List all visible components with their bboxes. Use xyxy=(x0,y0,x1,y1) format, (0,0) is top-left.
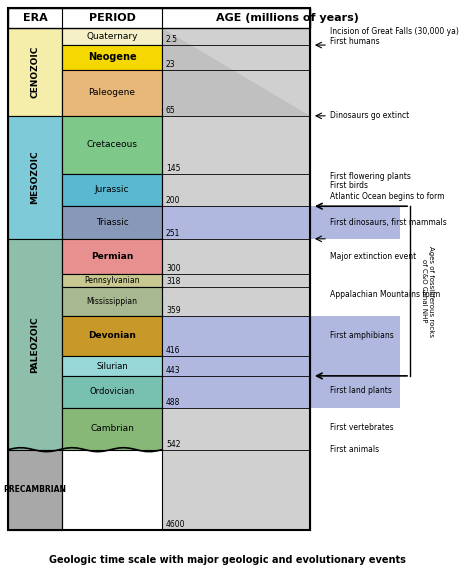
Text: First flowering plants: First flowering plants xyxy=(330,171,411,181)
Text: 145: 145 xyxy=(166,164,181,173)
Bar xyxy=(8,8,310,28)
Bar xyxy=(62,408,162,450)
Bar xyxy=(62,286,162,315)
Text: Paleogene: Paleogene xyxy=(89,88,136,97)
Text: Mississippian: Mississippian xyxy=(86,296,137,306)
Text: First vertebrates: First vertebrates xyxy=(330,422,393,432)
Text: Triassic: Triassic xyxy=(96,218,128,227)
Bar xyxy=(8,8,310,530)
Text: 65: 65 xyxy=(166,106,176,115)
Text: CENOZOIC: CENOZOIC xyxy=(30,46,39,98)
Text: Pennsylvanian: Pennsylvanian xyxy=(84,276,140,285)
Text: Permian: Permian xyxy=(91,252,133,261)
Polygon shape xyxy=(162,28,310,116)
Bar xyxy=(8,239,62,450)
Text: Cretaceous: Cretaceous xyxy=(86,140,137,149)
Bar xyxy=(8,28,62,116)
Bar xyxy=(62,174,162,206)
Text: Ages of fossiliferous rocks
of C&O Canal NHP: Ages of fossiliferous rocks of C&O Canal… xyxy=(421,246,435,336)
Text: First dinosaurs, first mammals: First dinosaurs, first mammals xyxy=(330,218,447,227)
Text: AGE (millions of years): AGE (millions of years) xyxy=(216,13,359,23)
Bar xyxy=(162,356,400,408)
Text: ERA: ERA xyxy=(23,13,47,23)
Text: 488: 488 xyxy=(166,398,181,407)
Bar xyxy=(310,28,400,530)
Text: 200: 200 xyxy=(166,196,181,205)
Text: MESOZOIC: MESOZOIC xyxy=(30,150,39,204)
Bar xyxy=(62,315,162,356)
Text: First amphibians: First amphibians xyxy=(330,331,394,340)
Bar xyxy=(62,45,162,70)
Text: First land plants: First land plants xyxy=(330,386,392,396)
Text: 2.5: 2.5 xyxy=(166,35,178,44)
Text: Jurassic: Jurassic xyxy=(95,185,129,195)
Bar xyxy=(162,206,400,239)
Bar xyxy=(62,356,162,376)
Text: 318: 318 xyxy=(166,277,181,285)
Text: 416: 416 xyxy=(166,346,181,356)
Text: Major extinction event: Major extinction event xyxy=(330,252,416,261)
Bar xyxy=(62,376,162,408)
Text: Incision of Great Falls (30,000 ya)
First humans: Incision of Great Falls (30,000 ya) Firs… xyxy=(330,27,459,46)
Text: Quaternary: Quaternary xyxy=(86,32,138,41)
Text: PERIOD: PERIOD xyxy=(89,13,136,23)
Text: 251: 251 xyxy=(166,229,181,238)
Text: Devonian: Devonian xyxy=(88,332,136,340)
Bar xyxy=(8,450,62,530)
Text: Cambrian: Cambrian xyxy=(90,424,134,433)
Bar xyxy=(62,70,162,116)
Text: 23: 23 xyxy=(166,60,176,69)
Text: First birds
Atlantic Ocean begins to form: First birds Atlantic Ocean begins to for… xyxy=(330,181,445,201)
Text: 542: 542 xyxy=(166,440,181,449)
Text: Appalachian Mountains form: Appalachian Mountains form xyxy=(330,289,440,299)
Text: Neogene: Neogene xyxy=(88,52,137,62)
Bar xyxy=(8,116,62,239)
Text: 359: 359 xyxy=(166,306,181,315)
Text: Geologic time scale with major geologic and evolutionary events: Geologic time scale with major geologic … xyxy=(48,555,405,565)
Text: PALEOZOIC: PALEOZOIC xyxy=(30,316,39,372)
Bar xyxy=(162,315,400,356)
Text: Dinosaurs go extinct: Dinosaurs go extinct xyxy=(330,112,409,120)
Text: 443: 443 xyxy=(166,366,181,375)
Text: Silurian: Silurian xyxy=(96,361,128,371)
Bar xyxy=(62,116,162,174)
Bar xyxy=(62,274,162,286)
Bar xyxy=(62,28,162,45)
Text: First animals: First animals xyxy=(330,445,379,454)
Bar xyxy=(62,206,162,239)
Bar xyxy=(62,239,162,274)
Text: 300: 300 xyxy=(166,264,181,273)
Text: 4600: 4600 xyxy=(166,520,185,529)
Text: Ordovician: Ordovician xyxy=(89,388,135,396)
Bar xyxy=(162,28,310,530)
Text: PRECAMBRIAN: PRECAMBRIAN xyxy=(3,485,66,494)
